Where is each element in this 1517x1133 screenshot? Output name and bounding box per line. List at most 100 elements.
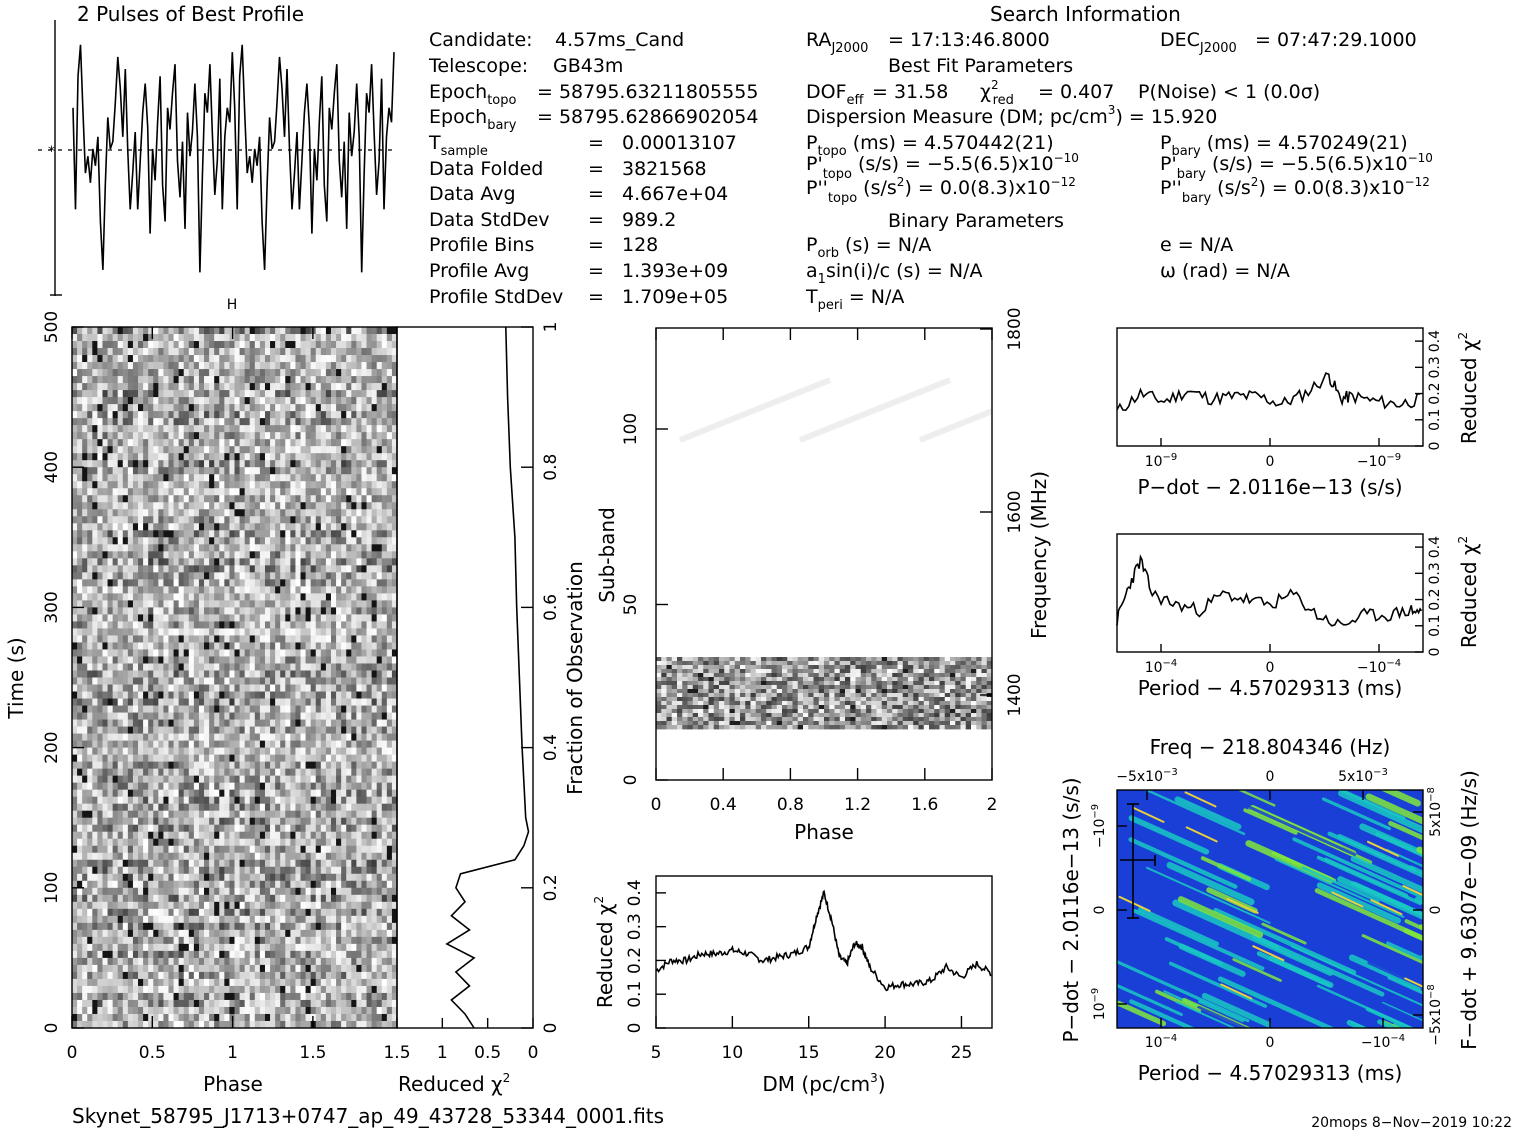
time-phase-cell [239,838,246,847]
time-phase-cell [376,488,383,496]
time-phase-cell [381,579,388,587]
time-phase-cell [371,495,378,503]
time-phase-cell [168,656,174,664]
time-phase-cell [188,390,195,398]
time-phase-cell [290,768,296,777]
time-phase-cell [102,516,108,524]
time-phase-cell [219,572,225,580]
time-phase-cell [285,362,291,370]
time-phase-cell [346,789,352,798]
time-phase-cell [87,383,93,391]
time-phase-cell [275,558,281,566]
time-phase-cell [87,369,93,377]
time-phase-cell [330,719,337,727]
time-phase-cell [239,523,246,531]
time-phase-cell [173,677,180,685]
time-phase-cell [183,390,190,398]
time-phase-cell [224,600,230,608]
time-phase-cell [77,824,83,833]
time-phase-cell [92,488,98,496]
time-phase-cell [209,789,215,798]
time-phase-cell [330,369,337,377]
time-phase-cell [234,705,240,713]
time-phase-cell [290,663,296,671]
time-phase-cell [107,733,114,741]
time-phase-cell [122,327,129,335]
time-phase-cell [336,509,342,517]
time-phase-cell [132,418,139,426]
time-phase-cell [244,698,251,706]
time-phase-cell [280,439,286,447]
time-phase-cell [381,733,388,741]
time-phase-cell [386,530,393,538]
time-phase-cell [351,551,357,559]
time-phase-cell [351,593,357,601]
time-phase-cell [127,425,134,433]
time-phase-cell [330,390,337,398]
time-phase-cell [122,411,129,419]
time-phase-cell [356,579,362,587]
time-phase-cell [320,495,327,503]
time-phase-cell [305,572,312,580]
time-phase-cell [371,572,378,580]
time-phase-cell [193,719,200,727]
time-phase-cell [376,341,383,349]
time-phase-cell [168,362,174,370]
time-phase-cell [138,376,144,384]
time-phase-cell [371,369,378,377]
time-phase-cell [143,656,149,664]
time-phase-cell [315,565,322,573]
time-phase-cell [325,607,332,615]
time-phase-cell [391,628,397,636]
time-phase-cell [391,726,397,734]
time-phase-cell [366,719,373,727]
time-phase-cell [391,635,397,643]
time-phase-cell [320,348,327,356]
time-phase-cell [82,530,88,538]
time-phase-cell [198,558,205,566]
time-phase-cell [341,754,347,763]
time-phase-cell [244,817,251,826]
time-phase-cell [163,502,169,510]
time-phase-cell [87,845,93,854]
time-phase-cell [153,768,159,777]
time-phase-cell [209,376,215,384]
time-phase-cell [336,649,342,657]
time-phase-cell [178,460,185,468]
pnoise-value: P(Noise) < 1 (0.0σ) [1138,81,1320,103]
time-phase-cell [229,439,235,447]
time-phase-cell [97,789,103,798]
time-phase-cell [310,467,317,475]
time-phase-cell [361,859,367,868]
time-phase-cell [168,726,174,734]
time-phase-cell [188,516,195,524]
time-phase-cell [138,656,144,664]
time-phase-cell [244,761,251,770]
time-phase-cell [259,460,266,468]
time-phase-cell [356,684,362,692]
time-phase-cell [173,376,180,384]
time-phase-cell [92,656,98,664]
time-phase-cell [198,467,205,475]
time-phase-cell [163,579,169,587]
time-phase-cell [87,768,93,777]
time-phase-cell [361,460,367,468]
time-phase-cell [102,600,108,608]
time-phase-cell [330,803,337,812]
time-phase-cell [285,761,291,770]
time-phase-cell [102,642,108,650]
time-phase-cell [264,446,271,454]
time-phase-cell [386,635,393,643]
pdot-bary: P'bary (s/s) = −5.5(6.5)x10−10 [1160,151,1433,182]
time-phase-cell [386,460,393,468]
time-phase-cell [234,621,240,629]
time-phase-cell [188,663,195,671]
time-phase-cell [97,537,103,545]
time-phase-cell [82,803,88,812]
time-phase-cell [371,355,378,363]
time-phase-cell [325,852,332,861]
time-phase-cell [386,537,393,545]
time-phase-cell [290,334,296,342]
time-phase-cell [300,726,306,734]
time-phase-cell [163,327,169,335]
